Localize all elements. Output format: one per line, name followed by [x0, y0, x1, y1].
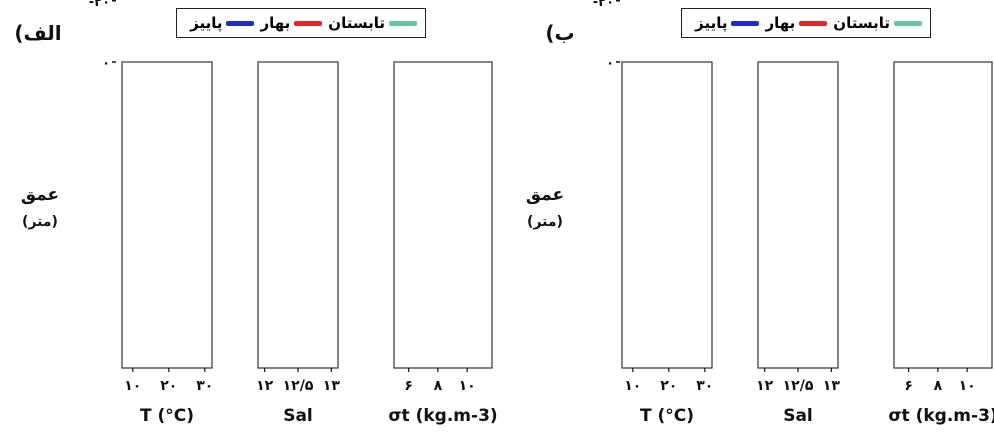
panel-frame — [121, 61, 213, 369]
panel-frame — [893, 61, 993, 369]
x-tick-label: ۱۲/۵ — [283, 378, 314, 394]
profile-line-spring — [678, 62, 680, 63]
x-tick-label: ۲۰ — [160, 378, 177, 394]
legend-swatch — [894, 20, 922, 26]
legend-swatch — [731, 20, 760, 26]
panel-1: ۱۰ ۲۰ ۳۰T (°C) — [621, 0, 713, 426]
legend-label: بهار — [765, 14, 796, 32]
x-tick-label: ۱۳ — [823, 378, 841, 394]
y-tick-label: ۰ — [102, 56, 110, 71]
x-tick-label: ۳۰ — [696, 378, 713, 394]
legend-label: پاییز — [190, 14, 223, 32]
x-axis-label: T (°C) — [140, 406, 194, 426]
legend-label: تابستان — [833, 14, 890, 32]
x-tick-label: ۱۲ — [756, 378, 774, 394]
legend-item-spring: بهار — [765, 14, 828, 32]
x-axis-label: σt (kg.m-3) — [888, 406, 994, 426]
legend-left: تابستان بهار پاییز — [176, 8, 426, 38]
profile-line-spring — [174, 62, 176, 63]
panel-frame — [393, 61, 493, 369]
x-tick-label: ۸ — [434, 378, 443, 394]
profile-line-spring — [945, 62, 947, 63]
legend-right: تابستان بهار پاییز — [681, 8, 931, 38]
x-axis-label: Sal — [283, 406, 313, 426]
legend-swatch — [799, 20, 828, 26]
figure-title: ب) — [545, 21, 574, 45]
x-tick-label: ۸ — [934, 378, 943, 394]
x-tick-label: ۶ — [904, 378, 913, 394]
panel-2: ۱۲ ۱۲/۵ ۱۳ Sal — [256, 61, 341, 426]
figure-title: الف) — [14, 21, 61, 45]
y-axis-label: عمق — [526, 185, 564, 205]
legend-item-autumn: پاییز — [695, 14, 760, 32]
y-tick-label: -۲۰ — [89, 0, 110, 10]
y-axis-unit: (متر) — [527, 214, 563, 230]
legend-label: پاییز — [695, 14, 728, 32]
profile-line-spring — [437, 62, 440, 63]
x-tick-label: ۱۰ — [624, 378, 641, 394]
panel-frame — [257, 61, 339, 369]
figure-be: ب)عمق(متر)۰-۲۰-۴۰-۶۰-۸۰-۱۰۰۱۰۲۰۳۰T (°C)۱… — [526, 0, 994, 426]
legend-label: تابستان — [328, 14, 385, 32]
profile-line-spring — [681, 62, 684, 63]
x-tick-label: ۳۰ — [196, 378, 213, 394]
x-tick-label: ۱۲ — [256, 378, 274, 394]
x-tick-label: ۱۲/۵ — [783, 378, 814, 394]
panel-3: ۶ ۸ ۱۰ σt (kg.m-3) — [388, 61, 498, 426]
legend-swatch — [226, 20, 255, 26]
y-tick-label: ۰ — [606, 56, 614, 71]
panel-3: ۶ ۸ ۱۰ σt (kg.m-3) — [888, 61, 994, 426]
legend-label: بهار — [260, 14, 291, 32]
profile-line-autumn — [964, 62, 966, 63]
panel-1: ۱۰ ۲۰ ۳۰T (°C) — [121, 61, 213, 426]
x-tick-label: ۱۰ — [124, 378, 141, 394]
profile-line-spring — [435, 62, 437, 63]
legend-swatch — [294, 20, 323, 26]
x-tick-label: ۶ — [404, 378, 413, 394]
x-axis-label: T (°C) — [640, 406, 694, 426]
profile-line-spring — [445, 62, 447, 63]
x-tick-label: ۱۳ — [323, 378, 341, 394]
x-tick-label: ۱۰ — [459, 378, 476, 394]
panel-frame — [621, 61, 713, 369]
profile-line-autumn — [153, 62, 155, 63]
legend-item-summer: تابستان — [328, 14, 417, 32]
profile-line-autumn — [640, 0, 653, 62]
legend-item-summer: تابستان — [833, 14, 922, 32]
legend-item-spring: بهار — [260, 14, 323, 32]
x-axis-label: σt (kg.m-3) — [388, 406, 497, 426]
x-tick-label: ۲۰ — [660, 378, 677, 394]
panel-frame — [757, 61, 839, 369]
y-axis-label: عمق — [21, 185, 59, 205]
x-axis-label: Sal — [783, 406, 813, 426]
y-axis-unit: (متر) — [22, 214, 58, 230]
legend-swatch — [389, 20, 417, 26]
profile-line-autumn — [464, 62, 466, 63]
y-tick-label: -۲۰ — [593, 0, 614, 10]
profile-line-spring — [937, 62, 940, 63]
panel-2: ۱۲ ۱۲/۵ ۱۳ Sal — [756, 61, 841, 426]
x-tick-label: ۱۰ — [959, 378, 976, 394]
legend-item-autumn: پاییز — [190, 14, 255, 32]
figure-alef: الف)عمق(متر)۰-۲۰-۴۰-۶۰-۸۰-۱۰۰۱۰۲۰۳۰T (°C… — [14, 0, 497, 426]
